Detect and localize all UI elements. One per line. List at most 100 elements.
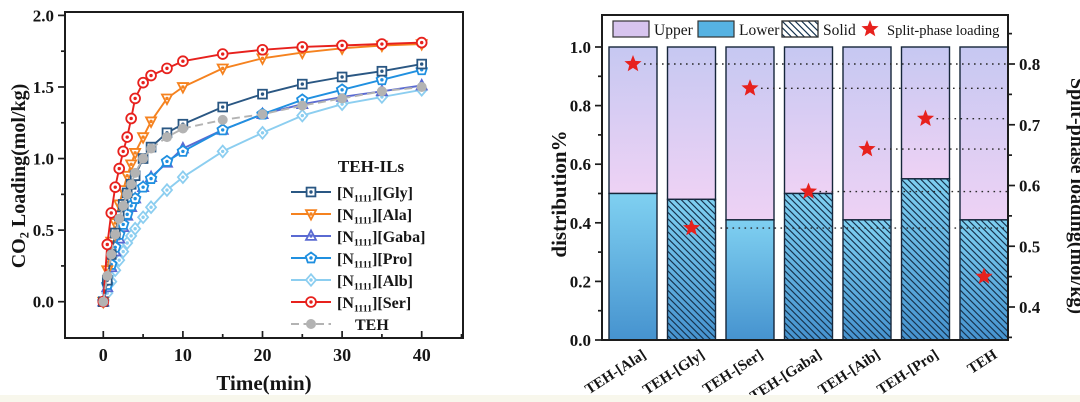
label-subscript: 1111 xyxy=(354,216,372,227)
legend-lower-swatch xyxy=(697,20,735,38)
left-tick-label: 0.0 xyxy=(570,331,591,350)
left-tick-label: 0.8 xyxy=(570,97,591,116)
marker-dot-teh xyxy=(177,123,188,134)
legend-item-teh: TEH xyxy=(291,317,389,334)
marker-circle-legend-ser-center-dot xyxy=(309,300,313,304)
marker-pentagon-pro-center-dot xyxy=(165,159,169,164)
legend-item-gaba: [N1111][Gaba] xyxy=(291,228,425,249)
marker-square-legend-gly-center-dot xyxy=(309,190,313,194)
marker-circle-ser-center-dot xyxy=(141,80,145,85)
marker-tri-down-ala-center-dot xyxy=(181,85,185,89)
x-tick-label: 20 xyxy=(254,345,272,365)
marker-pentagon-pro-center-dot xyxy=(149,176,153,181)
legend-label-ala: [N1111][Ala] xyxy=(337,207,412,227)
bar-upper-segment xyxy=(666,46,717,201)
marker-dot-teh xyxy=(118,200,129,211)
bar-upper-segment xyxy=(959,46,1009,221)
marker-diamond-alb-center-dot xyxy=(133,226,137,231)
marker-tri-down-ala-center-dot xyxy=(133,151,137,155)
marker-dot-teh xyxy=(337,93,348,104)
label-prefix: [N xyxy=(337,207,354,224)
marker-diamond-alb-center-dot xyxy=(221,149,225,154)
bar-lower-segment xyxy=(725,219,775,341)
bar-teh xyxy=(959,46,1009,341)
marker-square-gly-center-dot xyxy=(221,105,225,109)
marker-circle-ser-center-dot xyxy=(380,42,384,46)
y-axis-title: CO2 Loading(mol/kg) xyxy=(8,84,32,269)
marker-dot-teh xyxy=(126,179,137,190)
label-prefix: [N xyxy=(337,229,354,246)
marker-pentagon-pro-center-dot xyxy=(133,196,137,201)
left-axis-title: distribution% xyxy=(547,130,571,257)
left-tick-label: 0.4 xyxy=(570,214,592,233)
marker-diamond-legend-alb-center-dot xyxy=(309,278,313,282)
bar-solid-hatch-overlay xyxy=(901,178,950,340)
marker-tri-down-ala-center-dot xyxy=(221,66,225,71)
legend-title: TEH-ILs xyxy=(338,157,405,176)
marker-circle-ser-center-dot xyxy=(105,242,109,247)
marker-circle-ser-center-dot xyxy=(221,52,225,56)
label-prefix: [N xyxy=(337,273,354,290)
legend-item-ser: [N1111][Ser] xyxy=(291,295,411,315)
right-axis-title: Split-phase loading(mol/kg) xyxy=(1066,78,1080,314)
bar-upper-segment xyxy=(608,46,658,195)
label-prefix: [N xyxy=(337,185,354,202)
marker-dot-teh xyxy=(217,114,228,125)
split-phase-stars xyxy=(624,55,1008,284)
bar-plot-area: 0.0 0.2 0.4 0.6 0.8 1.0 0.4 0.5 0.6 0.7 0.8 distrib… xyxy=(547,14,1080,402)
category-label: TEH-[Ala] xyxy=(582,347,649,398)
marker-circle-ser-center-dot xyxy=(165,66,169,71)
marker-square-gly-center-dot xyxy=(420,62,424,66)
label-prefix: [N xyxy=(337,295,354,312)
marker-pentagon-pro-center-dot xyxy=(125,212,129,217)
marker-dot-teh xyxy=(376,86,387,97)
marker-circle-ser-center-dot xyxy=(121,149,125,154)
legend-label-gaba: [N1111][Gaba] xyxy=(337,229,425,249)
bar-teh-ala xyxy=(608,46,658,341)
bar-solid-hatch-overlay xyxy=(843,219,891,340)
label-suffix: ][Alb] xyxy=(372,273,413,290)
left-tick-label: 0.6 xyxy=(570,155,591,174)
axis-ticks xyxy=(595,32,1015,341)
marker-dot-teh xyxy=(98,296,109,307)
split-phase-star xyxy=(975,267,993,284)
right-tick-label: 0.6 xyxy=(1019,177,1040,196)
marker-dot-teh xyxy=(257,109,268,120)
marker-diamond-alb-center-dot xyxy=(260,131,265,135)
marker-diamond-alb-center-dot xyxy=(141,215,145,219)
y-tick-label: 0.0 xyxy=(33,293,54,312)
marker-dot-legend-teh xyxy=(306,319,316,329)
legend-label-alb: [N1111][Alb] xyxy=(337,273,413,293)
legend-star-label: Split-phase loading xyxy=(887,23,999,39)
legend-item-gly: [N1111][Gly] xyxy=(291,185,413,205)
category-label: TEH-[Pro] xyxy=(874,347,941,398)
marker-circle-ser-center-dot xyxy=(129,116,133,121)
marker-circle-ser-center-dot xyxy=(300,45,304,49)
co2-loading-line-chart: 0 10 20 30 40 0.0 0.5 1.0 1.5 2.0 Time(min) CO2 Loa… xyxy=(8,6,464,395)
legend-label-pro: [N1111][Pro] xyxy=(337,251,413,271)
left-tick-label: 0.2 xyxy=(570,272,591,291)
marker-circle-ser-center-dot xyxy=(109,211,113,215)
marker-dot-teh xyxy=(146,143,157,154)
split-phase-star xyxy=(741,79,759,96)
right-tick-label: 0.4 xyxy=(1019,298,1041,317)
series-ser xyxy=(97,36,428,308)
series-teh xyxy=(98,81,427,307)
marker-pentagon-pro-center-dot xyxy=(340,88,344,92)
x-axis-title: Time(min) xyxy=(216,371,311,395)
marker-circle-ser-center-dot xyxy=(117,166,121,171)
marker-circle-ser-center-dot xyxy=(420,40,424,45)
marker-tri-down-ala-center-dot xyxy=(165,96,169,101)
label-suffix: ][Pro] xyxy=(372,251,413,268)
marker-diamond-alb-center-dot xyxy=(300,113,304,118)
legend-label-gly: [N1111][Gly] xyxy=(337,185,413,205)
marker-circle-ser-center-dot xyxy=(149,73,153,78)
marker-tri-down-ala-center-dot xyxy=(149,119,153,124)
x-tick-label: 40 xyxy=(413,345,431,365)
marker-square-gly-center-dot xyxy=(340,75,344,79)
split-phase-star xyxy=(624,55,642,72)
right-tick-label: 0.5 xyxy=(1019,237,1040,256)
left-tick-label: 1.0 xyxy=(570,38,591,57)
x-tick-label: 0 xyxy=(99,345,108,365)
